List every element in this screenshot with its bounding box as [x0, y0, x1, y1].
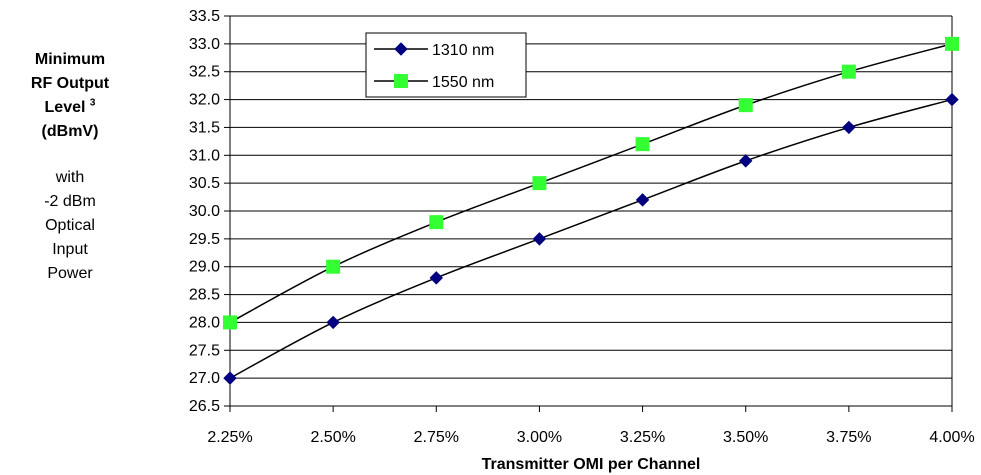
legend-marker [394, 74, 408, 88]
y-label-note-line: with [55, 169, 85, 186]
y-label-note: with -2 dBm Optical Input Power [0, 166, 140, 286]
y-tick-label: 29.0 [189, 259, 220, 276]
data-point [532, 176, 547, 191]
legend: 1310 nm 1550 nm [365, 32, 527, 98]
y-tick-label: 31.5 [189, 119, 220, 136]
data-point [326, 259, 341, 274]
legend-marker [394, 42, 408, 56]
data-point [223, 371, 237, 385]
y-tick-label: 28.0 [189, 314, 220, 331]
y-axis-label: Minimum RF Output Level 3 (dBmV) with -2… [0, 48, 140, 286]
series-line [229, 98, 953, 379]
y-tick-label: 30.5 [189, 175, 220, 192]
y-label-line-4: (dBmV) [41, 123, 99, 140]
data-point [532, 232, 547, 246]
data-point [739, 154, 753, 168]
y-tick-label: 31.0 [189, 147, 220, 164]
y-tick-label: 33.0 [189, 36, 220, 53]
data-point [223, 315, 237, 330]
series-line [229, 43, 953, 324]
data-point [945, 36, 959, 51]
series [223, 36, 959, 385]
y-label-note-line: Optical [45, 217, 95, 234]
y-label-note-line: -2 dBm [44, 193, 96, 210]
y-tick-label: 29.5 [189, 231, 220, 248]
y-label-line-1: Minimum [34, 51, 106, 68]
x-tick-label: 2.75% [414, 429, 459, 446]
y-label-superscript: 3 [89, 97, 96, 109]
x-tick-label: 3.75% [826, 429, 871, 446]
y-tick-label: 28.5 [189, 287, 220, 304]
gridlines [230, 15, 952, 407]
data-point [429, 215, 444, 230]
x-tick-label: 3.25% [620, 429, 665, 446]
y-label-note-line: Input [52, 241, 88, 258]
y-tick-label: 32.0 [189, 92, 220, 109]
x-tick-label: 2.25% [207, 429, 252, 446]
y-label-line-2: RF Output [30, 75, 110, 92]
legend-label: 1310 nm [432, 42, 494, 59]
x-tick-label: 3.50% [723, 429, 768, 446]
legend-label: 1550 nm [432, 74, 494, 91]
y-tick-label: 27.0 [189, 370, 220, 387]
legend-box [365, 32, 527, 98]
data-point [635, 193, 650, 207]
data-point [326, 315, 340, 330]
y-label-line-3: Level [44, 99, 86, 116]
data-point [841, 64, 856, 79]
x-tick-label: 3.00% [517, 429, 562, 446]
data-point [429, 271, 443, 285]
x-tick-label: 4.00% [929, 429, 974, 446]
y-label-note-line: Power [47, 265, 93, 282]
y-tick-labels: 26.5 27.0 27.5 28.0 28.5 29.0 29.5 30.0 30.5 31.0… [189, 8, 220, 415]
data-point [738, 98, 753, 113]
axes [224, 15, 953, 412]
y-tick-label: 30.0 [189, 203, 220, 220]
y-tick-label: 27.5 [189, 342, 220, 359]
data-point [945, 92, 959, 107]
data-point [635, 137, 650, 152]
y-tick-label: 33.5 [189, 8, 220, 25]
x-tick-label: 2.50% [310, 429, 355, 446]
data-point [842, 120, 856, 135]
y-tick-label: 32.5 [189, 64, 220, 81]
x-tick-labels: 2.25% 2.50% 2.75% 3.00% 3.25% 3.50% 3.75% 4.00% [207, 429, 974, 446]
x-axis-title: Transmitter OMI per Channel [482, 456, 701, 473]
y-tick-label: 26.5 [189, 398, 220, 415]
